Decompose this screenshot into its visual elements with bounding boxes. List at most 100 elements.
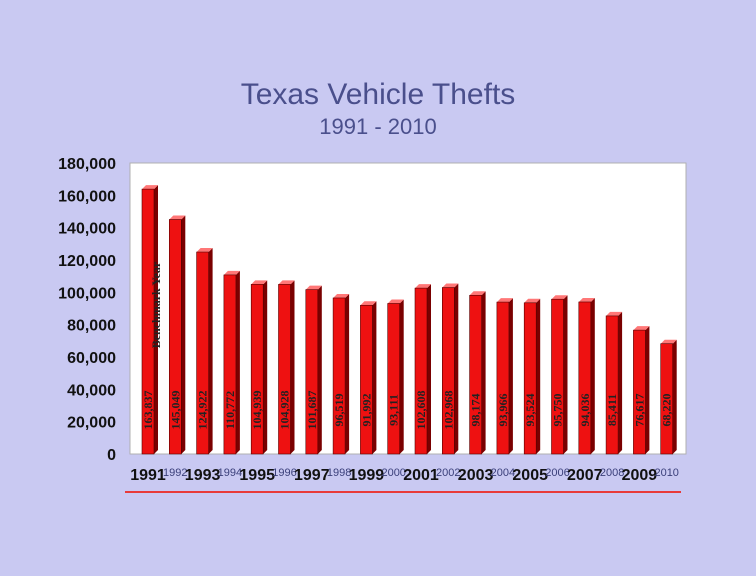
- bar: [305, 289, 319, 455]
- data-label: 93,111: [387, 394, 401, 426]
- bar: [660, 343, 674, 455]
- bar-top: [660, 339, 677, 344]
- bar-side: [563, 295, 568, 454]
- y-tick-label: 40,000: [67, 382, 116, 399]
- y-tick-label: 180,000: [58, 156, 116, 173]
- data-label: 94,036: [578, 394, 592, 427]
- x-tick-label: 2006: [545, 467, 569, 479]
- bar-side: [235, 270, 240, 454]
- bar: [523, 302, 537, 455]
- bar-top: [333, 293, 350, 298]
- data-label: 110,772: [223, 391, 237, 429]
- x-tick-label: 1996: [272, 467, 296, 479]
- bar-top: [524, 298, 541, 303]
- bar: [360, 304, 373, 455]
- bar: [496, 301, 510, 455]
- x-tick-label: 2000: [381, 467, 405, 479]
- bar-side: [181, 215, 186, 454]
- bar: [414, 287, 428, 455]
- bar-side: [372, 301, 377, 454]
- x-tick-label: 1998: [327, 467, 351, 479]
- x-tick-label: 2007: [567, 467, 603, 484]
- x-axis: 1991199219931994199519961997199819992000…: [130, 467, 679, 484]
- bar-side: [399, 299, 404, 454]
- bar: [332, 297, 346, 455]
- data-label: 163,837: [141, 391, 155, 430]
- bar: [223, 274, 237, 455]
- bar-top: [496, 298, 513, 303]
- bar: [250, 284, 264, 455]
- bar-side: [672, 339, 677, 454]
- x-tick-label: 1992: [163, 467, 187, 479]
- bar-top: [278, 280, 295, 285]
- x-tick-label: 1995: [239, 467, 275, 484]
- data-label: 96,519: [332, 394, 346, 427]
- x-tick-label: 2001: [403, 467, 439, 484]
- bar-top: [223, 270, 240, 275]
- x-tick-label: 1997: [294, 467, 330, 484]
- x-tick-label: 2010: [654, 467, 678, 479]
- data-label: 124,922: [196, 391, 210, 430]
- x-tick-label: 2008: [600, 467, 624, 479]
- plot-area: [129, 162, 687, 455]
- data-label: 145,049: [168, 391, 182, 430]
- bar-side: [454, 283, 459, 454]
- bar-top: [360, 301, 377, 306]
- bar: [387, 303, 401, 455]
- bar-top: [551, 295, 568, 300]
- chart-subtitle: 1991 - 2010: [319, 114, 437, 139]
- data-label: 85,411: [605, 394, 619, 426]
- y-tick-label: 140,000: [58, 221, 116, 238]
- bar: [551, 298, 564, 455]
- data-label: 102,608: [414, 391, 428, 430]
- bar-side: [481, 291, 486, 454]
- bar-series: 163,837 145,049 124,922 110,772 104,939 104,9…: [141, 185, 677, 455]
- bar-top: [251, 280, 268, 285]
- bar-side: [508, 298, 513, 454]
- bar: [441, 287, 455, 455]
- bar-side: [290, 280, 295, 454]
- bar-top: [606, 311, 623, 316]
- y-axis: 0 20,000 40,000 60,000 80,000 100,000 120,000 1…: [58, 156, 116, 464]
- bar-side: [208, 248, 213, 454]
- bar-side: [645, 326, 650, 454]
- chart-title: Texas Vehicle Thefts: [240, 78, 516, 111]
- bar-top: [196, 248, 213, 253]
- x-tick-label: 1993: [185, 467, 221, 484]
- data-label: 91,992: [359, 394, 373, 427]
- bar: [469, 294, 482, 455]
- bar-side: [263, 280, 268, 454]
- x-tick-label: 1994: [218, 467, 242, 479]
- y-tick-label: 20,000: [67, 415, 116, 432]
- bar-side: [536, 298, 541, 454]
- bar: [141, 188, 155, 455]
- x-tick-label: 2003: [458, 467, 494, 484]
- x-tick-label: 2002: [436, 467, 460, 479]
- data-label: 68,220: [660, 394, 674, 427]
- bar: [196, 251, 209, 455]
- x-tick-label: 1999: [349, 467, 385, 484]
- data-label: 101,687: [305, 391, 319, 430]
- footer-divider: [125, 491, 681, 493]
- x-tick-label: 2005: [512, 467, 548, 484]
- data-label: 98,174: [469, 393, 483, 426]
- bar-top: [142, 185, 158, 190]
- data-label: 104,928: [278, 391, 292, 430]
- bar-top: [578, 297, 595, 302]
- bar: [278, 284, 291, 455]
- bar-top: [169, 215, 186, 220]
- y-tick-label: 120,000: [58, 253, 116, 270]
- bar-side: [345, 293, 350, 454]
- y-tick-label: 160,000: [58, 188, 116, 205]
- data-label: 76,617: [632, 394, 646, 427]
- data-label: 104,939: [250, 391, 264, 430]
- y-tick-label: 80,000: [67, 318, 116, 335]
- y-tick-label: 100,000: [58, 285, 116, 302]
- y-tick-label: 60,000: [67, 350, 116, 367]
- data-label: 93,524: [523, 394, 537, 427]
- bar-side: [427, 284, 431, 454]
- bar-side: [590, 297, 595, 454]
- data-label: 95,750: [551, 394, 565, 427]
- bar-top: [633, 326, 650, 331]
